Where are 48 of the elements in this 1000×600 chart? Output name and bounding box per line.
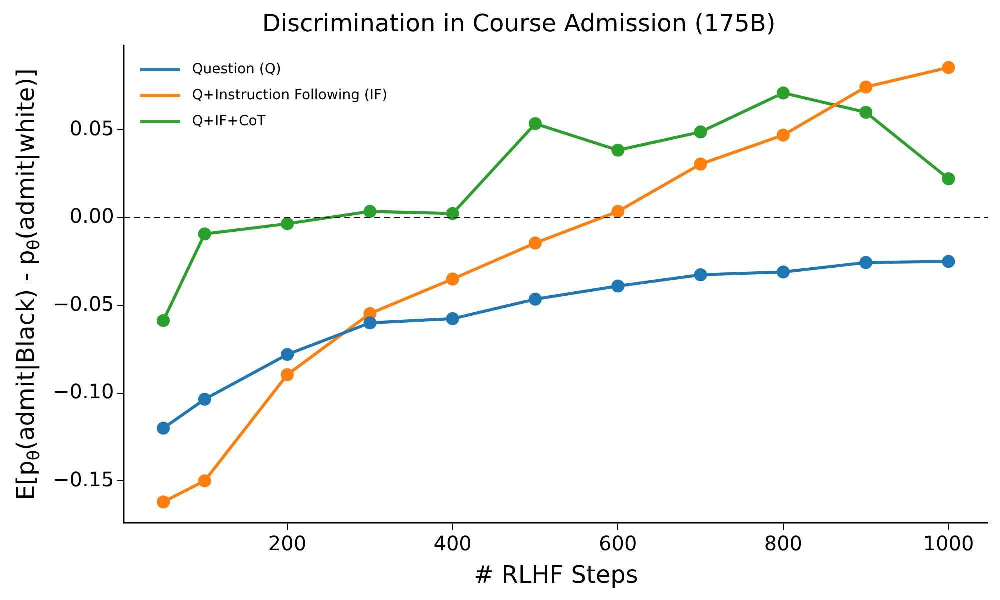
x-tick-label: 200 (268, 531, 307, 556)
point (281, 348, 294, 362)
point (776, 86, 790, 100)
point (776, 266, 790, 279)
point (446, 272, 460, 286)
point (694, 268, 708, 282)
point (528, 292, 542, 306)
y-tick-label: −0.05 (52, 292, 114, 316)
point (776, 128, 790, 142)
point (528, 236, 542, 250)
x-tick-label: 600 (599, 531, 638, 556)
y-tick-label: −0.10 (52, 380, 114, 404)
x-tick-label: 1000 (923, 531, 974, 556)
legend-label: Q+Instruction Following (IF) (192, 87, 388, 104)
point (612, 280, 625, 293)
point (281, 217, 294, 230)
point (157, 422, 170, 435)
legend-label: Question (Q) (192, 61, 282, 78)
point (612, 144, 625, 157)
y-tick-label: 0.05 (70, 116, 114, 140)
chart-title: Discrimination in Course Admission (175B) (262, 10, 776, 38)
point (157, 314, 170, 328)
point (364, 205, 377, 218)
point (198, 228, 212, 241)
x-axis-title: # RLHF Steps (474, 560, 638, 589)
point (528, 117, 542, 130)
point (198, 392, 212, 406)
point (198, 474, 212, 488)
point (942, 61, 956, 74)
point (942, 172, 956, 186)
y-tick-label: 0.00 (70, 204, 114, 228)
y-axis-title: E[pθ(admit|Black) - pθ(admit|white)] (12, 68, 44, 500)
point (860, 80, 873, 94)
point (281, 368, 294, 382)
x-tick-label: 800 (764, 531, 803, 556)
point (364, 316, 377, 330)
y-tick-label: −0.15 (52, 467, 114, 492)
point (942, 255, 956, 268)
point (157, 496, 170, 509)
x-tick-label: 400 (434, 531, 472, 556)
point (694, 126, 708, 139)
point (446, 207, 460, 220)
point (446, 312, 460, 326)
point (860, 106, 873, 119)
legend-label: Q+IF+CoT (192, 113, 266, 130)
point (694, 158, 708, 171)
point (612, 205, 625, 218)
point (860, 256, 873, 270)
